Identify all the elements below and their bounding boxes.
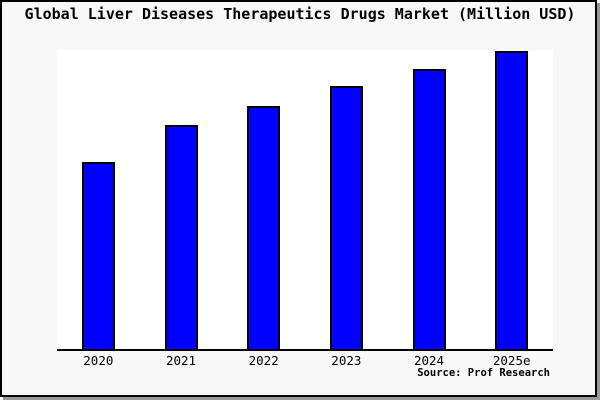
bar-2022 — [247, 105, 281, 349]
bar-2024 — [412, 68, 446, 349]
x-tick-2020: 2020 — [83, 353, 114, 368]
plot-area — [57, 50, 553, 351]
bar-2021 — [164, 124, 198, 349]
x-tick-2024: 2024 — [413, 353, 445, 368]
bar-2023 — [329, 85, 363, 349]
x-tick-2023: 2023 — [331, 353, 362, 368]
chart-title: Global Liver Diseases Therapeutics Drugs… — [24, 5, 576, 23]
x-tick-2022: 2022 — [248, 353, 279, 368]
bar-2025e — [495, 50, 529, 349]
x-tick-2025e: 2025e — [492, 353, 531, 368]
x-axis-tick-labels: 2020 2021 2022 2023 2024 2025e — [57, 353, 553, 368]
bar-2020 — [81, 161, 115, 349]
x-tick-2021: 2021 — [165, 353, 197, 368]
source-attribution: Source: Prof Research — [417, 367, 550, 379]
